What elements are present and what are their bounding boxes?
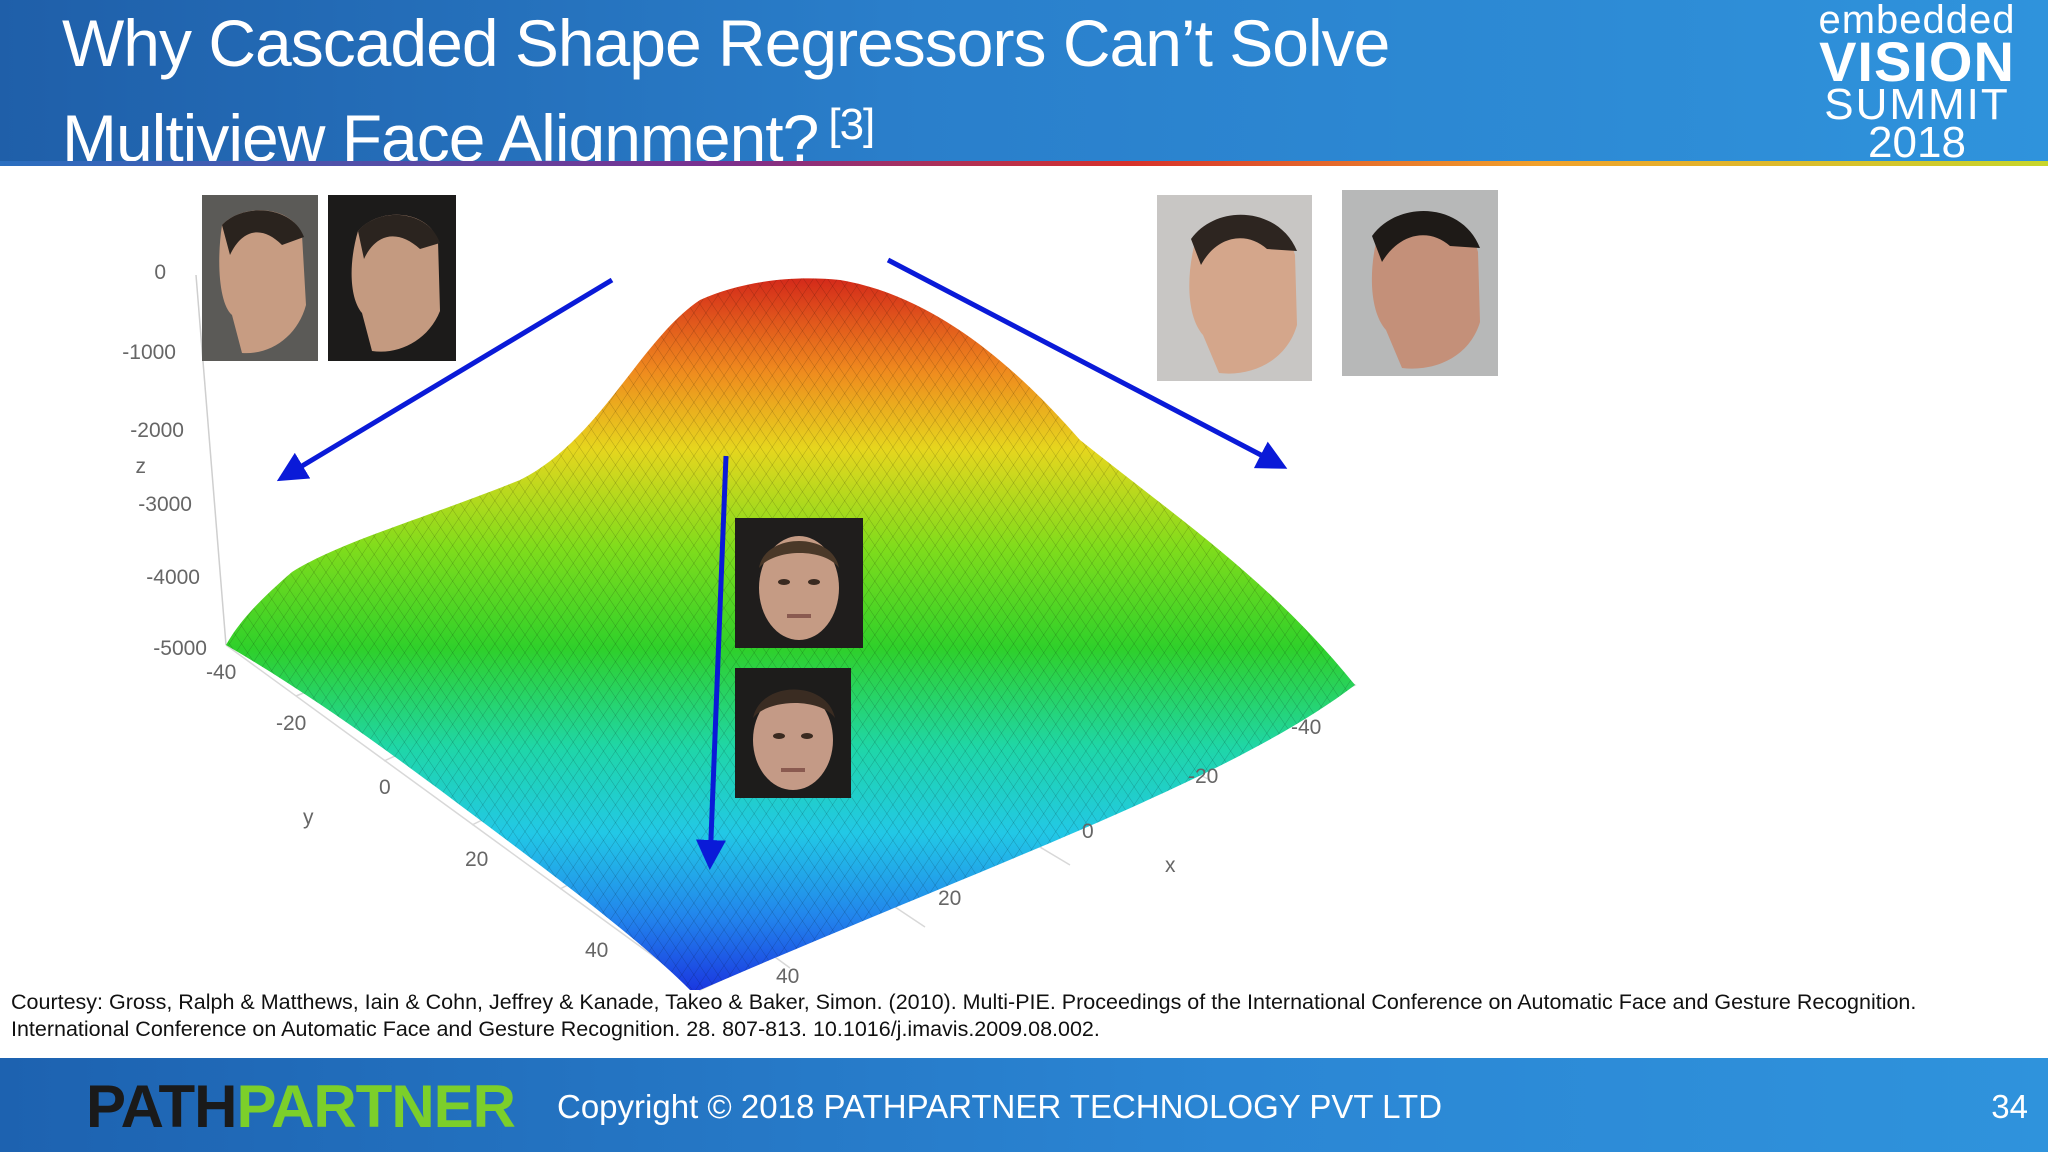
logo-line-2: VISION	[1819, 30, 2015, 93]
y-tick-1: -20	[276, 712, 306, 735]
z-tick-1: -1000	[122, 341, 176, 364]
slide-title: Why Cascaded Shape Regressors Can’t Solv…	[62, 2, 1390, 179]
z-axis-line	[195, 274, 227, 646]
x-tick-1: -20	[1188, 765, 1218, 788]
y-tick-4: 40	[585, 939, 608, 962]
x-tick-3: 20	[938, 887, 961, 910]
face-profile-right-2	[1342, 190, 1498, 376]
x-axis-ticks: -40 -20 0 20 40 x	[776, 716, 1321, 988]
y-tick-3: 20	[465, 848, 488, 871]
y-tick-0: -40	[206, 661, 236, 684]
x-tick-4: 40	[776, 965, 799, 988]
z-tick-3: -3000	[138, 493, 192, 516]
z-tick-4: -4000	[146, 566, 200, 589]
brand-part-1: PATH	[86, 1073, 237, 1140]
slide-footer: PATHPARTNER Copyright © 2018 PATHPARTNER…	[0, 1058, 2048, 1152]
face-profile-left-2	[328, 195, 456, 361]
citation-caption: Courtesy: Gross, Ralph & Matthews, Iain …	[11, 990, 1917, 1041]
title-line-1: Why Cascaded Shape Regressors Can’t Solv…	[62, 6, 1390, 80]
arrow-left	[276, 277, 614, 482]
z-tick-0: 0	[154, 261, 166, 284]
y-axis-label: y	[303, 806, 314, 829]
logo-line-4: 2018	[1868, 118, 1966, 167]
slide-header: Why Cascaded Shape Regressors Can’t Solv…	[0, 0, 2048, 175]
z-axis-label: z	[136, 455, 147, 478]
pose-arrows	[276, 257, 1288, 870]
logo-line-1: embedded	[1818, 0, 2016, 42]
x-axis-label: x	[1165, 854, 1176, 877]
copyright-text: Copyright © 2018 PATHPARTNER TECHNOLOGY …	[557, 1088, 1443, 1125]
face-profile-right-1	[1157, 195, 1312, 381]
face-profile-left-1	[202, 195, 318, 361]
title-reference: [3]	[828, 100, 875, 149]
pathpartner-logo: PATHPARTNER	[86, 1072, 516, 1141]
x-tick-2: 0	[1082, 820, 1094, 843]
x-tick-0: -40	[1291, 716, 1321, 739]
face-frontal-1	[735, 518, 863, 648]
z-axis-ticks: 0 -1000 -2000 -3000 -4000 -5000 z	[122, 261, 207, 660]
arrow-right	[886, 257, 1288, 469]
arrow-down	[695, 455, 729, 870]
y-tick-2: 0	[379, 776, 391, 799]
header-rainbow-divider	[0, 161, 2048, 166]
z-tick-5: -5000	[153, 637, 207, 660]
embedded-vision-summit-logo: embedded VISION SUMMIT 2018	[1812, 0, 2022, 165]
face-frontal-2	[735, 668, 851, 798]
y-axis-ticks: -40 -20 0 20 40 y	[206, 661, 608, 962]
z-tick-2: -2000	[130, 419, 184, 442]
logo-line-3: SUMMIT	[1824, 80, 2010, 129]
brand-part-2: PARTNER	[236, 1073, 516, 1140]
page-number: 34	[1991, 1088, 2028, 1125]
